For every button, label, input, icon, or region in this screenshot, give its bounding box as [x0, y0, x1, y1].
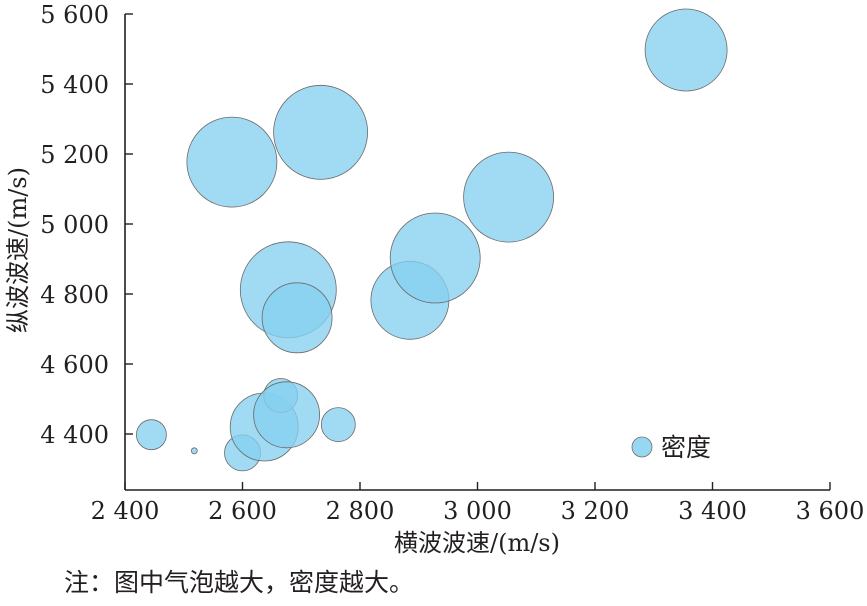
legend-marker: [631, 436, 653, 458]
x-tick-label: 2 600: [208, 497, 277, 525]
legend: 密度: [631, 433, 711, 462]
bubble: [463, 151, 555, 243]
bubble: [253, 381, 321, 449]
y-tick-label: 5 600: [40, 1, 109, 29]
x-tick-label: 3 000: [443, 497, 512, 525]
bubble: [644, 8, 728, 92]
bubble: [273, 84, 369, 180]
bubble: [389, 212, 481, 304]
x-tick-label: 3 200: [561, 497, 630, 525]
bubble: [261, 282, 333, 354]
bubble: [190, 447, 198, 455]
y-ticks-layer: 4 400 4 600 4 800 5 000 5 200 5 400 5 600: [40, 1, 133, 449]
y-tick-label: 4 400: [40, 421, 109, 449]
bubble: [135, 419, 167, 451]
x-tick-label: 2 800: [326, 497, 395, 525]
y-tick-label: 5 200: [40, 141, 109, 169]
y-tick-label: 5 000: [40, 211, 109, 239]
chart-note: 注：图中气泡越大，密度越大。: [64, 568, 415, 597]
y-axis-title: 纵波波速/(m/s): [4, 167, 32, 333]
y-tick-label: 5 400: [40, 71, 109, 99]
x-tick-label: 3 400: [678, 497, 747, 525]
legend-label: 密度: [661, 433, 711, 462]
x-tick-label: 2 400: [91, 497, 160, 525]
bubble-chart: 2 400 2 600 2 800 3 000 3 200 3 400 3 600 4 40…: [4, 1, 865, 557]
bubbles-layer: [135, 8, 728, 472]
bubble: [320, 407, 356, 443]
x-tick-label: 3 600: [796, 497, 865, 525]
x-ticks-layer: 2 400 2 600 2 800 3 000 3 200 3 400 3 600: [91, 482, 865, 525]
bubble: [186, 116, 278, 208]
y-tick-label: 4 800: [40, 281, 109, 309]
y-tick-label: 4 600: [40, 351, 109, 379]
x-axis-title: 横波波速/(m/s): [394, 529, 560, 557]
